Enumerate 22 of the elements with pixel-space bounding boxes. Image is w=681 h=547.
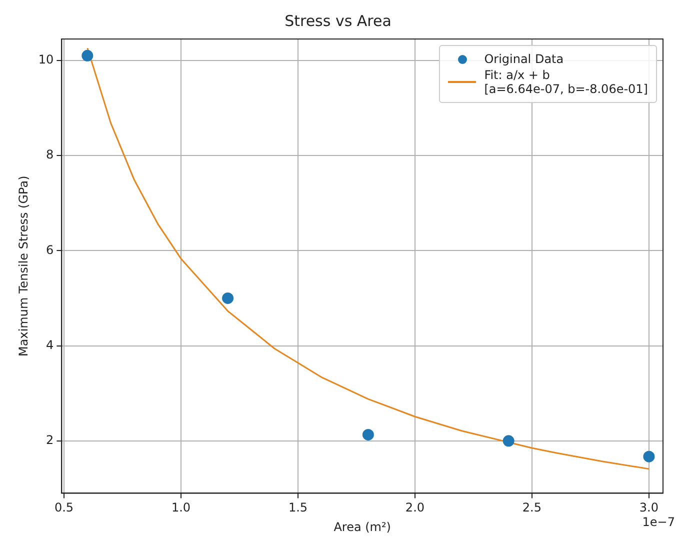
y-tick-label: 8 [46,148,54,162]
x-tick-label: 2.5 [522,500,542,515]
y-tick-label: 10 [38,52,54,67]
point [502,435,514,447]
y-axis-title: Maximum Tensile Stress (GPa) [16,176,30,356]
x-tick-label: 3.0 [639,500,659,515]
legend-label: Original Data [484,52,564,66]
y-tick-label: 4 [46,338,54,352]
point [222,292,234,304]
x-tick-label: 2.0 [405,500,425,515]
point [362,428,374,440]
x-tick-label: 1.0 [171,500,191,515]
x-tick-label: 0.5 [54,500,74,515]
text: 1e−7 [642,515,675,530]
legend-label: Fit: a/x + b [a=6.64e-07, b=-8.06e-01] [484,68,648,96]
point [82,50,94,62]
chart-title: Stress vs Area [284,12,392,30]
y-tick-label: 6 [46,242,54,257]
point [643,450,655,462]
x-axis-title: Area (m²) [334,520,391,534]
y-tick-label: 2 [46,433,54,448]
x-tick-label: 1.5 [288,500,308,515]
